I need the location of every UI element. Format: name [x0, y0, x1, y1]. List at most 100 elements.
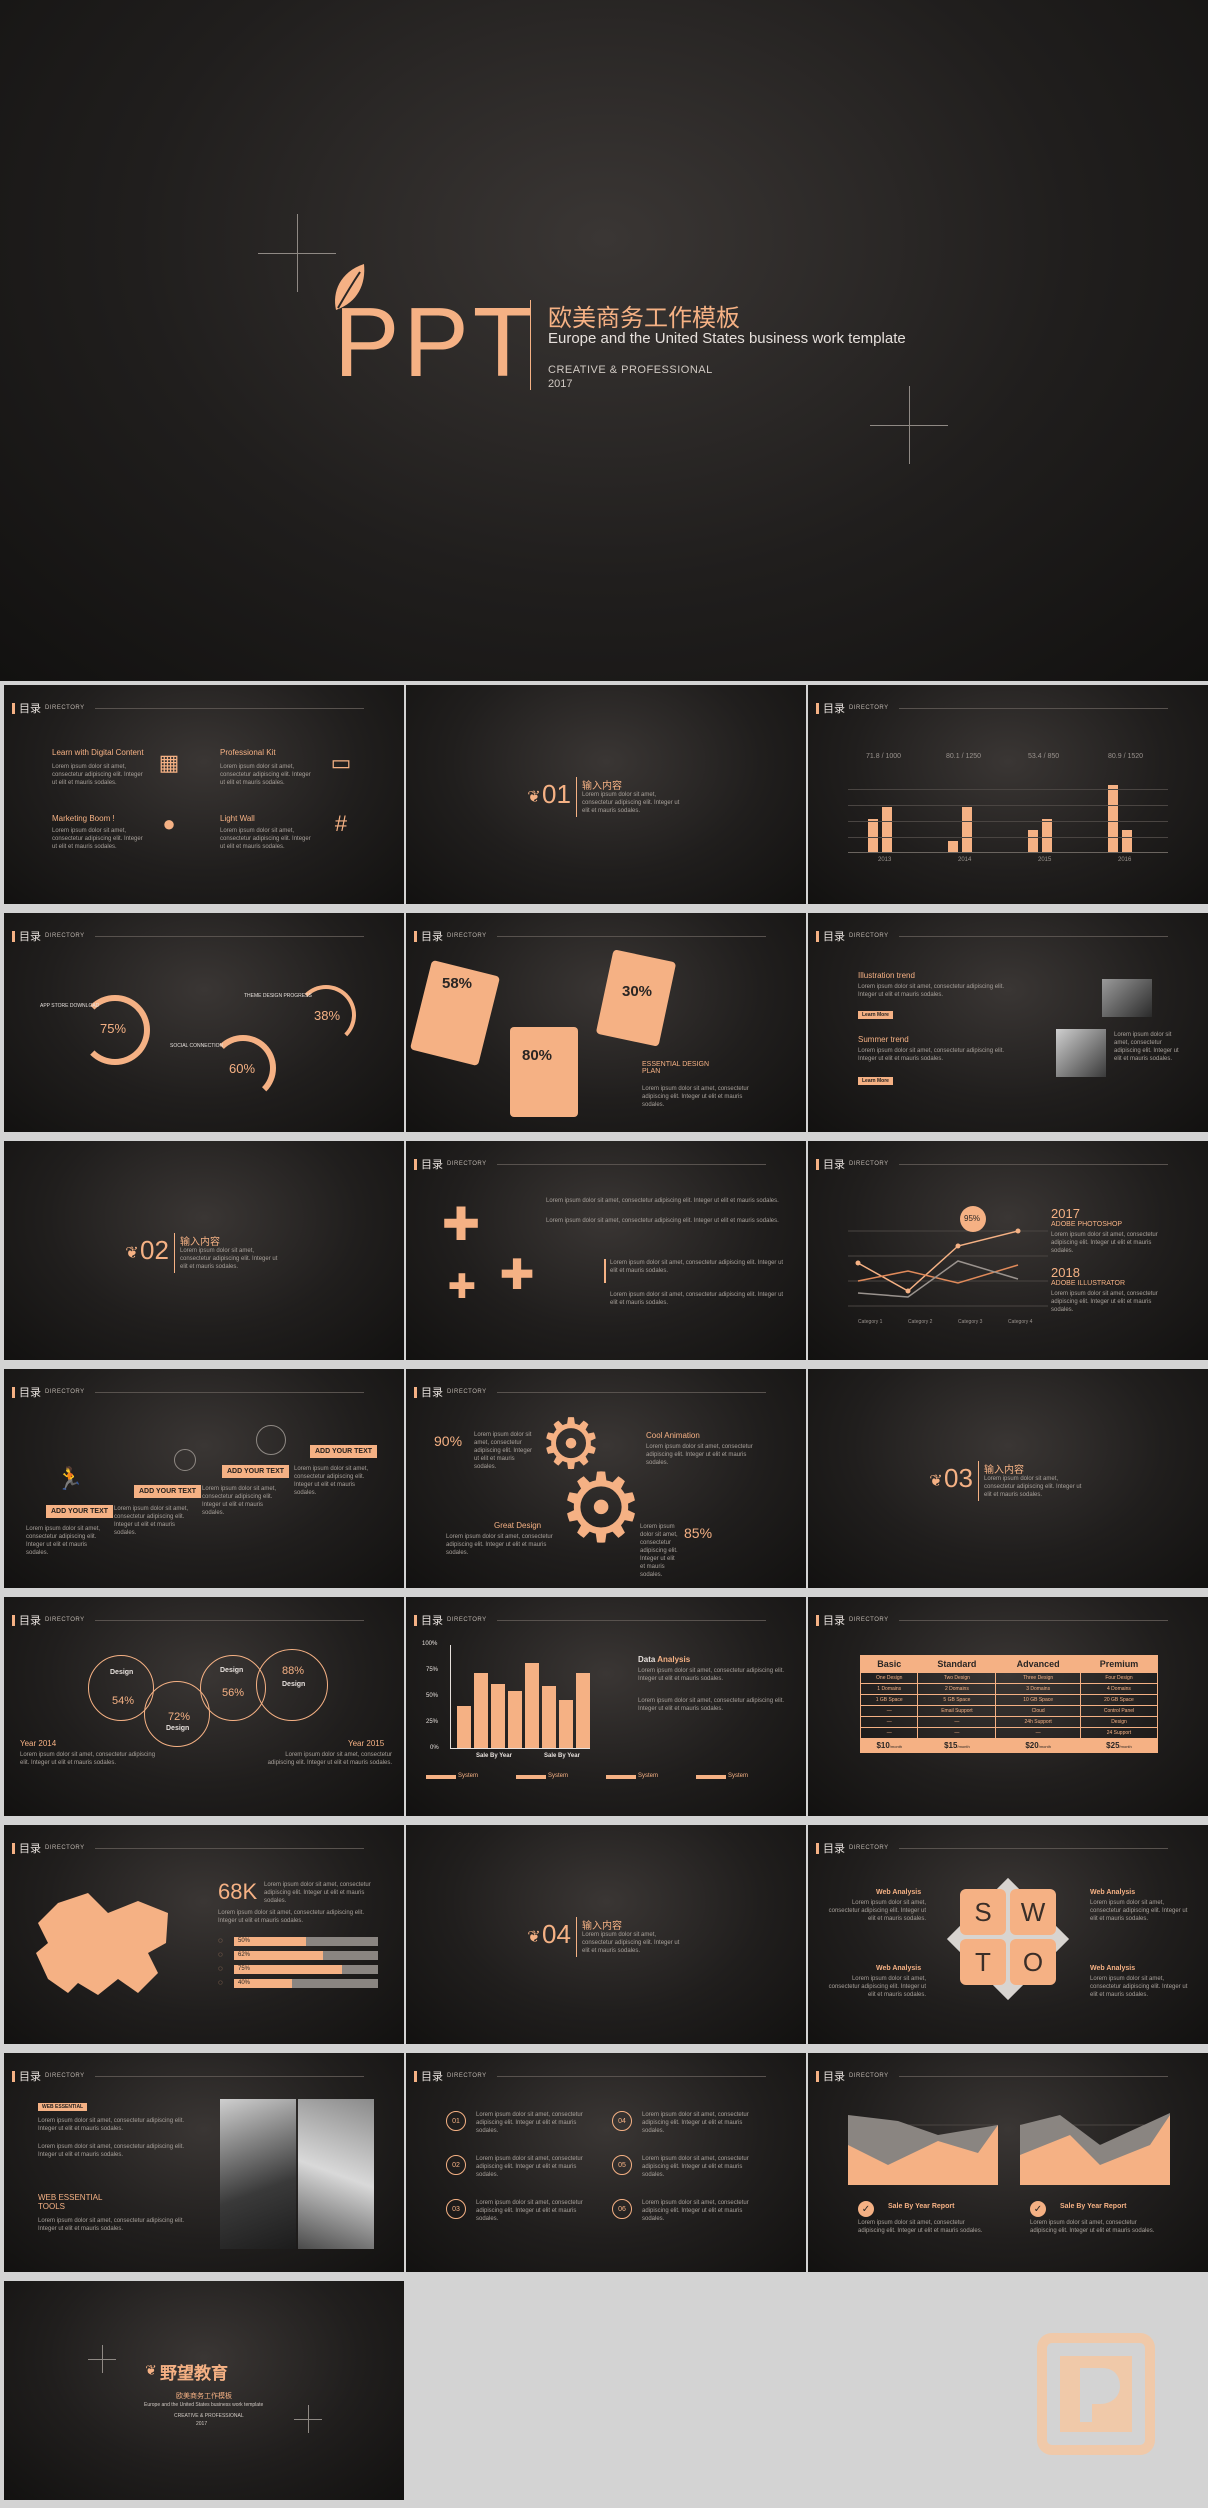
slide-pricing-table[interactable]: 目录 DIRECTORY Basic Standard Advanced Premium…: [808, 1597, 1208, 1816]
learn-more-button[interactable]: Learn More: [858, 1011, 893, 1019]
list-number: 01: [446, 2111, 466, 2131]
step-circle: [256, 1425, 286, 1455]
item-title: Marketing Boom !: [52, 814, 115, 823]
header-bar: [816, 1842, 819, 1854]
add-text-button[interactable]: ADD YOUR TEXT: [46, 1505, 114, 1518]
year-subheading: ADOBE ILLUSTRATOR: [1051, 1280, 1126, 1287]
ring-label: THEME DESIGN PROGRESS: [244, 993, 312, 999]
chart-bar: [1028, 829, 1038, 852]
chart-bar: [1122, 829, 1132, 852]
leaf-icon: ❦: [527, 789, 541, 806]
header-cn: 目录: [823, 2071, 845, 2083]
header-bar: [816, 2070, 819, 2082]
circle-value: 54%: [112, 1695, 135, 1707]
slide-line-chart[interactable]: 目录 DIRECTORY 95% Category 1 Category 2 Ca…: [808, 1141, 1208, 1360]
slide-trends[interactable]: 目录 DIRECTORY Illustration trend Lorem ips…: [808, 913, 1208, 1132]
slide-end[interactable]: ❦ 野望教育 欧美商务工作模板 Europe and the United St…: [4, 2281, 404, 2500]
header-bar: [414, 1158, 417, 1170]
slide-bar-chart[interactable]: 目录 DIRECTORY 71.8 / 1000 80.1 / 1250 53.4…: [808, 685, 1208, 904]
item-text: Lorem ipsum dolor sit amet, consectetur …: [52, 828, 143, 850]
x-label: Category 4: [1008, 1319, 1033, 1325]
slide-ring-charts[interactable]: 目录 DIRECTORY 75% 60% 38% APP STORE DOWNLO…: [4, 913, 404, 1132]
title-year: 2017: [548, 378, 573, 390]
slide-section-02[interactable]: ❦ 02 输入内容 Lorem ipsum dolor sit amet, co…: [4, 1141, 404, 1360]
header-bar: [816, 1158, 819, 1170]
header-en: DIRECTORY: [849, 933, 889, 939]
header-en: DIRECTORY: [849, 2073, 889, 2079]
header-en: DIRECTORY: [45, 705, 85, 711]
add-text-button[interactable]: ADD YOUR TEXT: [310, 1445, 378, 1458]
header-cn: 目录: [823, 1615, 845, 1627]
system-bar: [696, 1775, 726, 1779]
leaf-icon: ❦: [527, 1929, 541, 1946]
slide-swot[interactable]: 目录 DIRECTORY S W T O Web Analysis Lorem i…: [808, 1825, 1208, 2044]
list-text: Lorem ipsum dolor sit amet, consectetur …: [476, 2112, 583, 2134]
header-cn: 目录: [823, 1843, 845, 1855]
header-bar: [414, 1614, 417, 1626]
price-cell: Three Design: [995, 1672, 1081, 1684]
year-text: Lorem ipsum dolor sit amet, consectetur …: [267, 1752, 392, 1766]
header-en: DIRECTORY: [849, 705, 889, 711]
slide-section-04[interactable]: ❦ 04 输入内容 Lorem ipsum dolor sit amet, co…: [406, 1825, 806, 2044]
chart-head: 80.1 / 1250: [946, 753, 982, 760]
header-en: DIRECTORY: [447, 1389, 487, 1395]
price-cell: 5 GB Space: [917, 1694, 997, 1706]
year-heading: 2018: [1051, 1265, 1080, 1280]
progress-label: 50%: [238, 1938, 251, 1944]
tag-button[interactable]: WEB ESSENTIAL: [38, 2103, 88, 2111]
add-text-button[interactable]: ADD YOUR TEXT: [134, 1485, 202, 1498]
add-text-button[interactable]: ADD YOUR TEXT: [222, 1465, 290, 1478]
check-icon: ✓: [1030, 2201, 1046, 2217]
section-title: 输入内容: [180, 1237, 220, 1248]
header-en: DIRECTORY: [447, 933, 487, 939]
slide-web-essential[interactable]: 目录 DIRECTORY WEB ESSENTIAL Lorem ipsum do…: [4, 2053, 404, 2272]
section-number: 02: [140, 1235, 169, 1265]
trend-title: Illustration trend: [858, 971, 915, 980]
header-en: DIRECTORY: [45, 2073, 85, 2079]
header-line: [898, 1847, 1168, 1849]
end-en-title: Europe and the United States business wo…: [144, 2402, 264, 2408]
slide-area-charts[interactable]: 目录 DIRECTORY ✓ Sale By Year Report Lorem …: [808, 2053, 1208, 2272]
stat-icon: ◌: [218, 1950, 223, 1959]
gridline: [848, 805, 1168, 806]
slide-section-01[interactable]: ❦ 01 输入内容 Lorem ipsum dolor sit amet, co…: [406, 685, 806, 904]
report-text: Lorem ipsum dolor sit amet, consectetur …: [1030, 2220, 1155, 2234]
gear-heading: Cool Animation: [646, 1431, 700, 1440]
title-slide[interactable]: PPT 欧美商务工作模板 Europe and the United State…: [0, 0, 1208, 681]
progress-fill: [234, 1937, 306, 1946]
y-tick: 50%: [426, 1693, 439, 1699]
header-en: DIRECTORY: [447, 1617, 487, 1623]
slide-section-03[interactable]: ❦ 03 输入内容 Lorem ipsum dolor sit amet, co…: [808, 1369, 1208, 1588]
slide-gears[interactable]: 目录 DIRECTORY ⚙ ⚙ 90% Lorem ipsum dolor si…: [406, 1369, 806, 1588]
learn-more-button[interactable]: Learn More: [858, 1077, 893, 1085]
leaf-icon: ❦: [145, 2361, 157, 2378]
x-label: Category 1: [858, 1319, 883, 1325]
leaf-icon: ❦: [929, 1473, 943, 1490]
slide-circles[interactable]: 目录 DIRECTORY Design 54% 72% Design Design…: [4, 1597, 404, 1816]
column-bar: [525, 1662, 539, 1748]
puzzle-text: Lorem ipsum dolor sit amet, consectetur …: [610, 1260, 784, 1274]
slide-directory-1[interactable]: 目录 DIRECTORY Learn with Digital Content ▦…: [4, 685, 404, 904]
slide-puzzle[interactable]: 目录 DIRECTORY ✚ ✚ ✚ Lorem ipsum dolor sit …: [406, 1141, 806, 1360]
item-title: Light Wall: [220, 814, 255, 823]
progress-track: 75%: [234, 1965, 378, 1974]
swot-text: Lorem ipsum dolor sit amet, consectetur …: [1090, 1900, 1188, 1922]
slide-cards[interactable]: 目录 DIRECTORY 58% 30% 80% ESSENTIAL DESIGN…: [406, 913, 806, 1132]
header-bar: [12, 1614, 15, 1626]
slide-steps[interactable]: 目录 DIRECTORY 🏃 ADD YOUR TEXT ADD YOUR TEX…: [4, 1369, 404, 1588]
end-tag: CREATIVE & PROFESSIONAL: [174, 2413, 244, 2419]
slide-column-chart[interactable]: 目录 DIRECTORY 100% 75% 50% 25% 0% Sale By …: [406, 1597, 806, 1816]
ring-value: 75%: [100, 1021, 127, 1036]
header-en: DIRECTORY: [447, 2073, 487, 2079]
price-cell: 20 GB Space: [1079, 1694, 1159, 1706]
header-en: DIRECTORY: [45, 1617, 85, 1623]
ring-chart: [296, 985, 356, 1045]
slide-europe-map[interactable]: 目录 DIRECTORY 68K Lorem ipsum dolor sit am…: [4, 1825, 404, 2044]
gear-percent: 85%: [684, 1525, 713, 1541]
step-text: Lorem ipsum dolor sit amet, consectetur …: [26, 1526, 101, 1556]
slide-numbered-list[interactable]: 目录 DIRECTORY 01 Lorem ipsum dolor sit amet…: [406, 2053, 806, 2272]
x-label: Sale By Year: [476, 1753, 512, 1759]
price-cell: —: [917, 1727, 997, 1739]
list-text: Lorem ipsum dolor sit amet, consectetur …: [642, 2112, 749, 2134]
circle-value: 72%: [168, 1711, 191, 1723]
